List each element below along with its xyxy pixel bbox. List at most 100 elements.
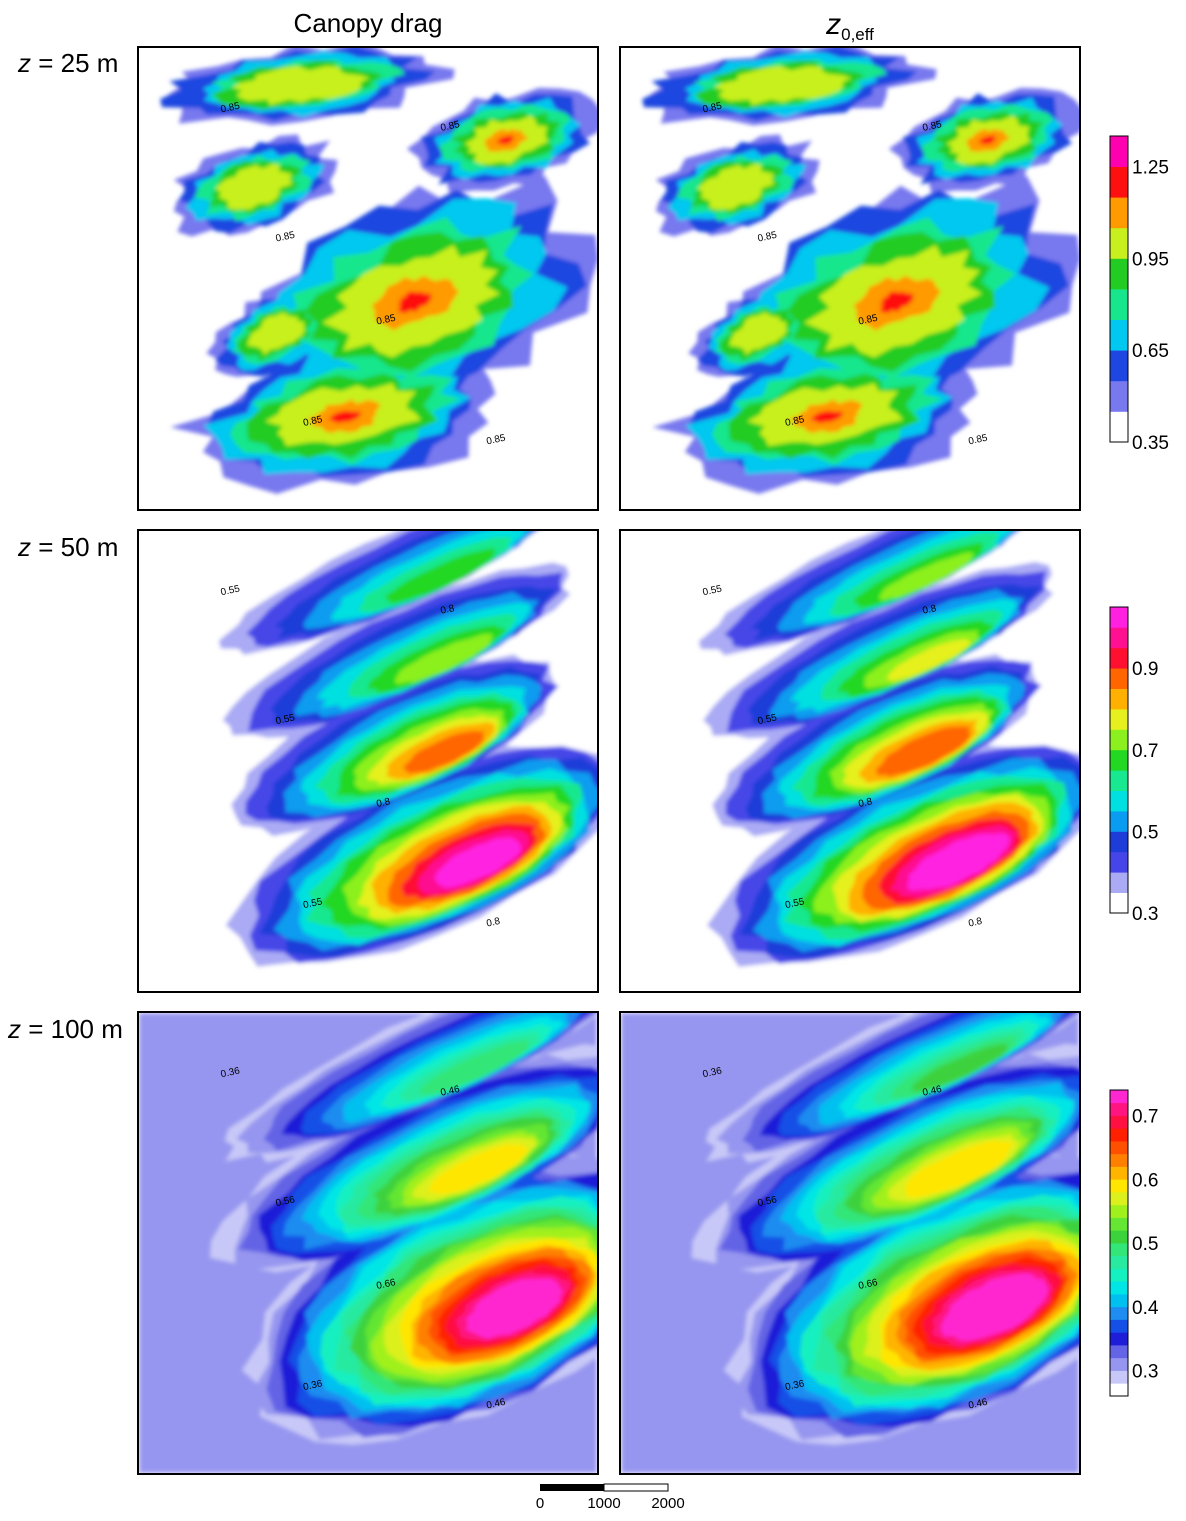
contour-label: 0.85 xyxy=(485,433,507,448)
contour-label: 0.66 xyxy=(375,1277,397,1292)
colorbar-swatch xyxy=(1110,1332,1128,1346)
contour-plot: 0.36 0.46 0.56 0.66 0.36 0.46 xyxy=(139,1013,597,1473)
colorbar-swatch xyxy=(1110,749,1128,771)
colorbar-frame xyxy=(1109,606,1129,914)
row-label-100m: z = 100 m xyxy=(8,1014,123,1045)
contour-label: 0.46 xyxy=(440,1084,462,1099)
contour-band xyxy=(697,163,775,210)
contour-label: 0.55 xyxy=(702,583,724,598)
row-label-text: = 25 m xyxy=(31,48,119,78)
contour-label: 0.55 xyxy=(220,583,242,598)
colorbar-swatch xyxy=(1110,227,1128,259)
contour-label: 0.36 xyxy=(784,1378,806,1393)
contour-band xyxy=(418,1040,531,1095)
panel-canopy-50m: 0.55 0.8 0.55 0.8 0.55 0.8 xyxy=(137,529,599,993)
colorbar-swatch xyxy=(1110,1153,1128,1167)
colorbar-swatch xyxy=(1110,729,1128,751)
scale-bar-black xyxy=(540,1484,604,1491)
colorbar-swatch xyxy=(1110,1306,1128,1320)
column-title-canopy-drag: Canopy drag xyxy=(293,8,443,38)
contour-label: 0.85 xyxy=(967,433,989,448)
colorbar-swatch xyxy=(1110,811,1128,832)
row-label-text: = 100 m xyxy=(21,1014,123,1044)
colorbar-swatch xyxy=(1110,1090,1128,1104)
scale-label-1000: 1000 xyxy=(587,1495,620,1512)
colorbar-swatch xyxy=(1110,166,1128,198)
colorbar-swatch xyxy=(1110,289,1128,320)
colorbar-frame xyxy=(1109,135,1129,443)
scale-bar-white xyxy=(603,1483,669,1492)
row-label-text: = 50 m xyxy=(31,532,119,562)
contour-label: 0.56 xyxy=(757,1194,779,1209)
contour-band xyxy=(215,163,293,210)
colorbar-swatch xyxy=(1110,319,1128,351)
colorbar-swatch xyxy=(1110,1268,1128,1282)
contour-band xyxy=(329,410,362,424)
colorbar-swatch xyxy=(1110,1345,1128,1359)
colorbar-tick-label: 0.7 xyxy=(1132,741,1158,762)
contour-band xyxy=(978,135,996,145)
contour-label: 0.8 xyxy=(440,603,456,617)
colorbar-swatch xyxy=(1110,790,1128,812)
contour-label: 0.85 xyxy=(440,119,462,134)
colorbar-swatch xyxy=(1110,831,1128,853)
colorbar-swatch xyxy=(1110,1243,1128,1257)
colorbar-swatch xyxy=(1110,851,1128,873)
row-label-z: z xyxy=(8,1014,21,1044)
colorbar-tick-label: 0.6 xyxy=(1132,1170,1158,1191)
contour-label: 0.46 xyxy=(967,1397,989,1412)
row-label-50m: z = 50 m xyxy=(18,532,118,563)
colorbar-swatch xyxy=(1110,197,1128,229)
colorbar-swatch xyxy=(1110,770,1128,791)
contour-band xyxy=(231,66,370,106)
colorbar-tick-label: 0.3 xyxy=(1132,904,1158,925)
panel-z0eff-50m: 0.55 0.8 0.55 0.8 0.55 0.8 xyxy=(619,529,1081,993)
colorbar-swatch xyxy=(1110,1115,1128,1129)
colorbar-swatch xyxy=(1110,1383,1128,1397)
contour-band xyxy=(434,837,522,888)
contour-label: 0.8 xyxy=(857,796,873,810)
contour-label: 0.36 xyxy=(302,1378,324,1393)
contour-label: 0.55 xyxy=(302,896,324,911)
contour-label: 0.85 xyxy=(857,313,879,328)
contour-plot: 0.36 0.46 0.56 0.66 0.36 0.46 xyxy=(621,1013,1079,1473)
contour-band xyxy=(875,726,971,777)
contour-plot: 0.85 0.85 0.85 0.85 0.85 0.85 xyxy=(160,48,597,494)
colorbar-swatch xyxy=(1110,136,1128,167)
contour-label: 0.8 xyxy=(922,603,938,617)
colorbar-swatch xyxy=(1110,1192,1128,1206)
colorbar-swatch xyxy=(1110,350,1128,382)
colorbar-swatch xyxy=(1110,1370,1128,1384)
colorbar-swatch xyxy=(1110,1294,1128,1308)
contour-band xyxy=(397,291,432,314)
contour-band xyxy=(911,1043,1009,1092)
colorbar-swatch xyxy=(1110,892,1128,914)
contour-label: 0.55 xyxy=(784,896,806,911)
contour-label: 0.66 xyxy=(857,1277,879,1292)
row-label-z: z xyxy=(18,48,31,78)
colorbar-swatch xyxy=(1110,872,1128,893)
contour-band xyxy=(385,548,496,605)
contour-label: 0.36 xyxy=(220,1065,242,1080)
contour-band xyxy=(885,638,971,682)
colorbar-swatch xyxy=(1110,1204,1128,1218)
colorbar-tick-label: 1.25 xyxy=(1132,158,1169,179)
contour-label: 0.55 xyxy=(275,712,297,727)
contour-label: 0.85 xyxy=(375,313,397,328)
contour-band xyxy=(247,312,305,356)
contour-label: 0.8 xyxy=(967,916,983,930)
colorbar-tick-label: 0.35 xyxy=(1132,433,1169,454)
colorbar-swatch xyxy=(1110,709,1128,730)
contour-band xyxy=(713,66,852,106)
colorbar-tick-label: 0.5 xyxy=(1132,1234,1158,1255)
contour-label: 0.56 xyxy=(275,1194,297,1209)
contour-label: 0.85 xyxy=(757,230,779,245)
colorbar-tick-label: 0.65 xyxy=(1132,341,1169,362)
colorbar-swatch xyxy=(1110,1128,1128,1142)
contour-band xyxy=(907,832,1010,891)
colorbar-swatch xyxy=(1110,607,1128,628)
colorbar-25m: 1.25 0.95 0.65 0.35 xyxy=(1109,134,1180,454)
contour-label: 0.46 xyxy=(485,1397,507,1412)
row-label-z: z xyxy=(18,532,31,562)
contour-label: 0.85 xyxy=(220,101,242,116)
